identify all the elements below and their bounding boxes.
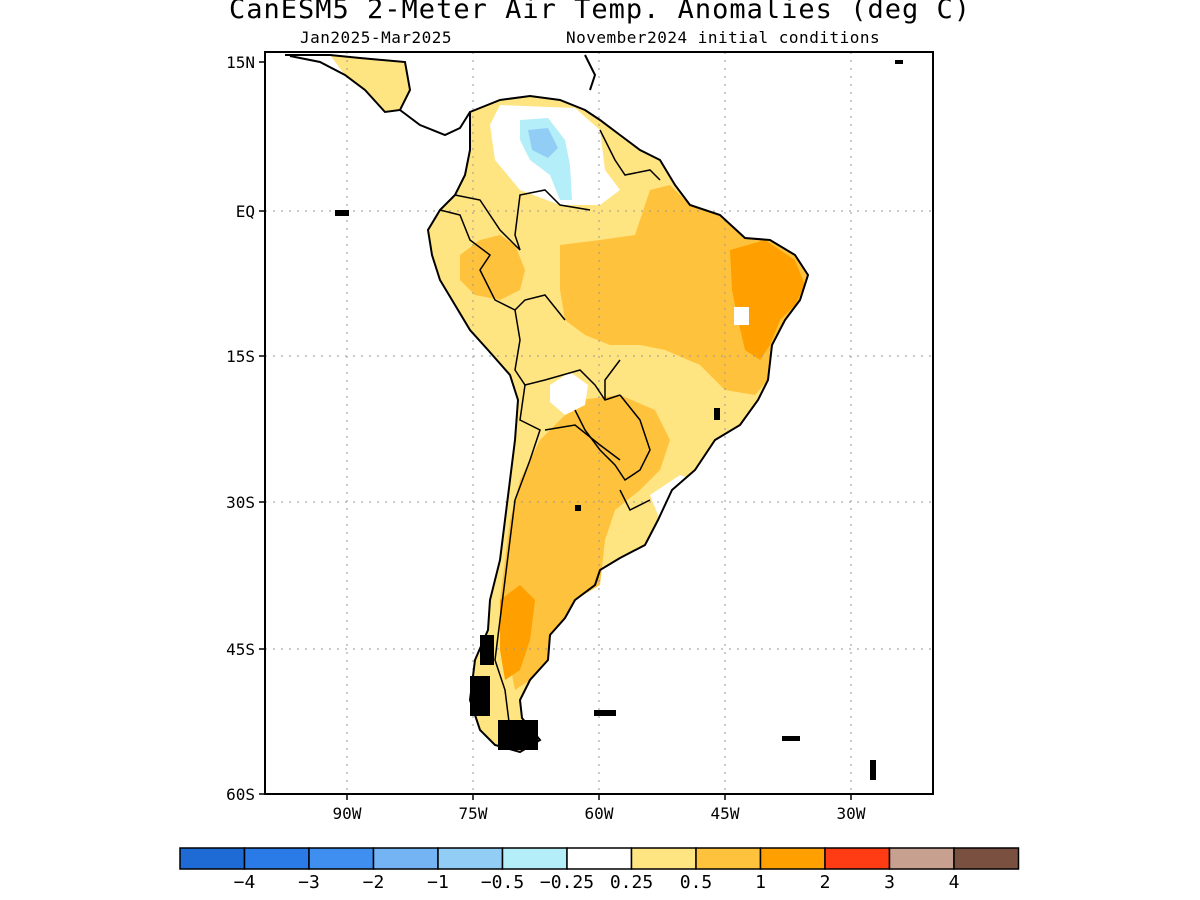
lat-label-30s: 30S: [226, 493, 255, 512]
anomaly-blue-venezuela: [528, 128, 558, 158]
colorbar-label: 2: [820, 872, 831, 893]
anomaly-deep-orange-ne: [730, 240, 805, 360]
anomaly-deep-orange-patagonia: [500, 585, 535, 680]
colorbar-label: 0.25: [610, 872, 653, 893]
colorbar-swatch: [308, 847, 375, 870]
lon-label-90w: 90W: [333, 804, 362, 823]
colorbar-swatch: [953, 847, 1020, 870]
colorbar-label: −3: [298, 872, 320, 893]
forecast-period: Jan2025-Mar2025: [300, 28, 452, 47]
latitude-labels: 15N EQ 15S 30S 45S 60S: [226, 53, 255, 804]
country-borders: [439, 129, 661, 731]
lat-label-eq: EQ: [236, 202, 255, 221]
colorbar-label: −1: [427, 872, 449, 893]
lon-label-75w: 75W: [459, 804, 488, 823]
coastlines: [285, 54, 810, 754]
lat-label-45s: 45S: [226, 640, 255, 659]
anomaly-orange-west: [460, 235, 525, 300]
land-fill: [330, 55, 808, 752]
colorbar-swatch: [759, 847, 826, 870]
colorbar-label: −4: [234, 872, 256, 893]
colorbar-swatch: [824, 847, 891, 870]
colorbar-swatch: [695, 847, 762, 870]
axis-ticks: [259, 61, 852, 800]
colorbar-label: −0.5: [481, 872, 524, 893]
anomaly-white-bolivia: [550, 372, 588, 415]
central-america-land: [330, 55, 410, 112]
colorbar-swatch: [630, 847, 697, 870]
initial-conditions: November2024 initial conditions: [566, 28, 881, 47]
colorbar-labels: −4 −3 −2 −1 −0.5 −0.25 0.25 0.5 1 2 3 4: [234, 872, 960, 893]
lon-label-60w: 60W: [585, 804, 614, 823]
colorbar-swatch: [888, 847, 955, 870]
colorbar-swatch: [179, 847, 246, 870]
colorbar-label: 4: [949, 872, 960, 893]
lat-label-15s: 15S: [226, 347, 255, 366]
colorbar-swatch: [243, 847, 310, 870]
anomaly-white-brazil: [734, 307, 749, 325]
colorbar-label: 0.5: [680, 872, 713, 893]
colorbar-label: 3: [884, 872, 895, 893]
colorbar-swatch: [372, 847, 439, 870]
colorbar: [179, 847, 1020, 870]
lat-label-60s: 60S: [226, 785, 255, 804]
longitude-labels: 90W 75W 60W 45W 30W: [333, 804, 866, 823]
anomaly-white-uruguay: [650, 475, 695, 520]
colorbar-label: −0.25: [540, 872, 594, 893]
islands: [335, 60, 903, 780]
chart-title: CanESM5 2-Meter Air Temp. Anomalies (deg…: [229, 0, 971, 25]
lon-label-30w: 30W: [837, 804, 866, 823]
colorbar-label: −2: [363, 872, 385, 893]
colorbar-swatch: [501, 847, 568, 870]
anomaly-orange-south: [500, 395, 670, 690]
colorbar-swatch: [437, 847, 504, 870]
map-area: [265, 52, 933, 794]
colorbar-label: 1: [755, 872, 766, 893]
lat-label-15n: 15N: [226, 53, 255, 72]
lon-label-45w: 45W: [711, 804, 740, 823]
colorbar-swatch: [566, 847, 633, 870]
